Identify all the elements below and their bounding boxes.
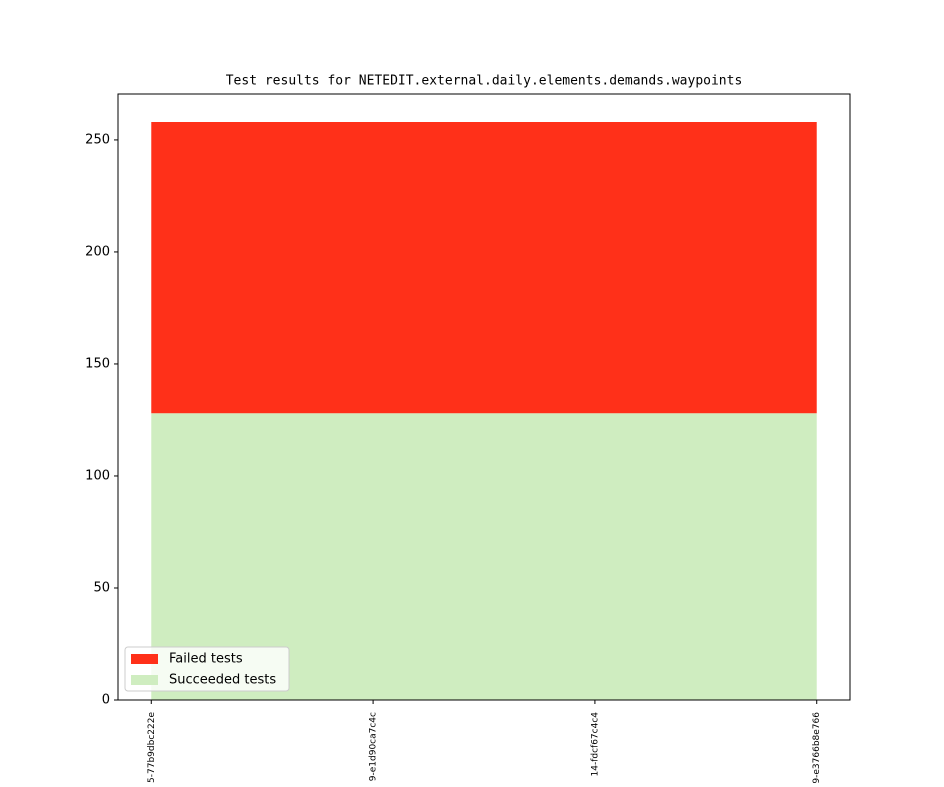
legend-box	[124, 646, 290, 692]
y-tick-label: 150	[85, 356, 110, 371]
y-tick-label: 250	[85, 132, 110, 147]
x-tick-label: 14-fdcf67c4c4	[590, 712, 600, 777]
y-tick-label: 0	[102, 693, 110, 708]
y-tick-label: 50	[93, 580, 110, 595]
legend: Failed tests Succeeded tests	[124, 646, 290, 692]
plot-frame	[117, 93, 851, 701]
x-tick-label: 5-77b9dbc222e	[147, 712, 157, 783]
x-tick-label: 9-e1d90ca7c4c	[369, 712, 379, 781]
area	[151, 122, 817, 414]
legend-label: Failed tests	[169, 652, 243, 667]
x-tick-label: 9-e3766b8e766	[812, 712, 822, 784]
area	[151, 413, 817, 700]
y-tick-label: 100	[85, 468, 110, 483]
legend-swatch	[131, 654, 158, 664]
legend-swatch	[131, 675, 158, 685]
chart-title: Test results for NETEDIT.external.daily.…	[226, 74, 743, 89]
legend-label: Succeeded tests	[169, 673, 276, 688]
y-tick-label: 200	[85, 244, 110, 259]
